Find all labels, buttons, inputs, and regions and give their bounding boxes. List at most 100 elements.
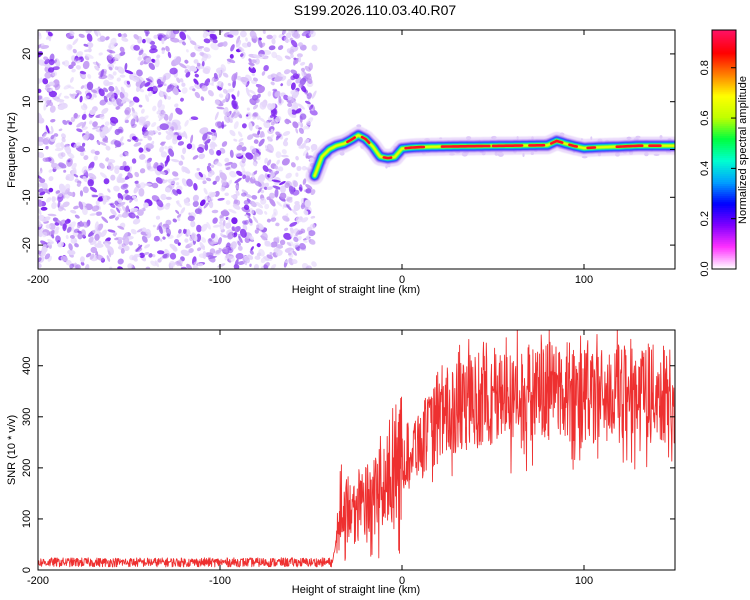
- noise-speckle: [60, 255, 69, 262]
- noise-speckle: [82, 60, 90, 70]
- noise-speckle: [41, 231, 48, 238]
- noise-speckle: [291, 209, 298, 216]
- noise-speckle: [190, 116, 199, 121]
- noise-speckle: [279, 192, 287, 200]
- noise-speckle: [176, 135, 182, 141]
- noise-speckle: [251, 73, 255, 76]
- noise-speckle: [83, 155, 89, 161]
- noise-speckle: [110, 203, 116, 209]
- colorbar-frame: [711, 29, 737, 270]
- noise-speckle: [238, 46, 245, 52]
- noise-speckle: [207, 89, 214, 97]
- noise-speckle: [290, 53, 294, 59]
- colorbar-segment: [712, 135, 736, 139]
- noise-speckle: [172, 177, 180, 181]
- noise-speckle: [190, 220, 196, 228]
- noise-speckle: [284, 36, 289, 43]
- noise-speckle: [180, 266, 188, 269]
- colorbar-segment: [712, 55, 736, 59]
- colorbar-segment: [712, 207, 736, 210]
- noise-speckle: [132, 218, 141, 225]
- noise-speckle: [250, 246, 254, 251]
- noise-speckle: [270, 129, 274, 133]
- noise-speckle: [208, 82, 214, 86]
- noise-speckle: [270, 108, 278, 117]
- noise-speckle: [292, 250, 297, 256]
- noise-speckle: [128, 241, 133, 246]
- noise-speckle: [156, 78, 162, 86]
- noise-speckle: [95, 61, 100, 69]
- noise-speckle: [293, 203, 301, 212]
- noise-speckle: [225, 200, 231, 205]
- noise-speckle: [210, 42, 219, 51]
- noise-speckle: [63, 84, 71, 90]
- noise-speckle: [286, 204, 292, 211]
- colorbar-segment: [712, 163, 736, 167]
- noise-speckle: [48, 176, 54, 182]
- noise-speckle: [303, 209, 309, 216]
- noise-speckle: [187, 215, 195, 222]
- colorbar-segment: [712, 125, 736, 129]
- noise-speckle: [57, 200, 61, 208]
- noise-speckle: [144, 244, 151, 249]
- noise-speckle: [203, 187, 208, 195]
- noise-speckle: [189, 233, 196, 242]
- noise-speckle: [174, 103, 179, 108]
- noise-speckle: [198, 171, 204, 178]
- colorbar-segment: [712, 45, 736, 49]
- noise-speckle: [131, 195, 137, 199]
- noise-speckle: [237, 240, 241, 246]
- noise-speckle: [270, 217, 277, 222]
- noise-speckle: [210, 164, 215, 168]
- noise-speckle: [261, 232, 268, 241]
- snrY-tick-label: 400: [21, 357, 33, 375]
- noise-speckle: [86, 42, 94, 49]
- noise-speckle: [217, 197, 225, 201]
- figure-title: S199.2026.110.03.40.R07: [294, 2, 457, 18]
- noise-speckle: [50, 125, 54, 133]
- colorbar-segment: [712, 253, 736, 256]
- noise-speckle: [117, 246, 123, 250]
- colorbar-segment: [712, 167, 736, 171]
- noise-speckle: [290, 69, 298, 75]
- noise-speckle: [111, 97, 117, 107]
- noise-speckle: [264, 203, 270, 210]
- noise-speckle: [203, 67, 210, 75]
- noise-speckle: [135, 182, 141, 189]
- noise-speckle: [142, 207, 146, 212]
- colorbar-segment: [712, 197, 736, 200]
- noise-speckle: [193, 78, 199, 85]
- colorbar-segment: [712, 255, 736, 258]
- colorbar-segment: [712, 265, 736, 268]
- noise-speckle: [147, 91, 154, 97]
- noise-speckle: [270, 241, 278, 248]
- noise-speckle: [139, 89, 145, 93]
- noise-speckle: [206, 221, 211, 230]
- noise-speckle: [253, 263, 259, 269]
- noise-speckle: [271, 264, 277, 269]
- noise-speckle: [168, 128, 174, 137]
- noise-speckle: [211, 77, 215, 85]
- colorbar-segment: [712, 257, 736, 260]
- noise-speckle: [261, 71, 266, 76]
- noise-speckle: [175, 209, 180, 215]
- noise-speckle: [48, 187, 54, 193]
- noise-speckle: [227, 231, 235, 240]
- colorbar-segment: [712, 161, 736, 165]
- noise-speckle: [197, 263, 204, 267]
- snr-y-label: SNR (10 * v/v): [6, 415, 18, 485]
- noise-speckle: [247, 134, 254, 140]
- noise-speckle: [138, 188, 145, 197]
- noise-speckle: [241, 189, 248, 195]
- colorbar-segment: [712, 123, 736, 127]
- colorbar-segment: [712, 57, 736, 61]
- noise-speckle: [87, 179, 94, 187]
- noise-speckle: [208, 148, 215, 156]
- noise-speckle: [143, 251, 150, 256]
- noise-speckle: [128, 101, 135, 108]
- colorbar-segment: [712, 53, 736, 57]
- noise-speckle: [251, 194, 258, 200]
- noise-speckle: [190, 52, 196, 58]
- noise-speckle: [67, 159, 71, 163]
